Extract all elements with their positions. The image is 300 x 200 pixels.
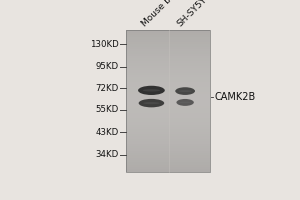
Bar [126,80,210,82]
Bar [126,144,210,146]
Bar [126,33,210,35]
Bar [126,108,210,110]
Bar [126,82,210,84]
Bar [126,127,210,129]
Text: CAMK2B: CAMK2B [214,92,256,102]
Text: 34KD: 34KD [96,150,119,159]
Ellipse shape [143,102,160,104]
Bar [126,165,210,167]
Bar [126,134,210,136]
Text: 95KD: 95KD [96,62,119,71]
Bar [126,89,210,92]
Bar [126,30,210,172]
Text: 130KD: 130KD [90,40,119,49]
Bar [126,99,210,101]
Bar [126,167,210,169]
Bar [126,136,210,139]
Bar [126,54,210,56]
Bar [126,113,210,115]
Bar [126,115,210,118]
Bar [126,73,210,75]
Bar [126,141,210,144]
Bar [126,153,210,155]
Bar [126,37,210,40]
Text: Mouse brain: Mouse brain [140,0,186,29]
Text: 43KD: 43KD [96,128,119,137]
Bar [126,118,210,120]
Bar [126,125,210,127]
Bar [126,51,210,54]
Bar [126,160,210,162]
Bar [126,169,210,172]
Bar [126,35,210,37]
Ellipse shape [138,86,165,95]
Bar [126,162,210,165]
Text: SH-SY5Y: SH-SY5Y [175,0,208,29]
Ellipse shape [179,90,192,92]
Bar [126,56,210,58]
Bar [126,132,210,134]
Bar [126,44,210,47]
Bar [126,106,210,108]
Bar [126,146,210,148]
Bar [126,120,210,122]
Bar [126,70,210,73]
Bar [126,61,210,63]
Ellipse shape [143,89,160,92]
Bar [126,42,210,44]
Text: 55KD: 55KD [96,105,119,114]
Bar [126,47,210,49]
Bar [126,75,210,77]
Ellipse shape [179,102,191,103]
Bar [126,30,210,33]
Bar [126,110,210,113]
Bar [126,155,210,158]
Bar [126,49,210,51]
Bar [126,148,210,151]
Bar [126,151,210,153]
Bar [126,101,210,103]
Bar [126,66,210,68]
Bar [126,94,210,96]
Bar [126,40,210,42]
Bar [126,84,210,87]
Bar [126,96,210,99]
Bar [126,92,210,94]
Bar [126,158,210,160]
Bar [126,68,210,70]
Ellipse shape [175,87,195,95]
Bar [126,87,210,89]
Bar [126,129,210,132]
Text: 72KD: 72KD [96,84,119,93]
Ellipse shape [139,99,164,107]
Bar [126,122,210,125]
Bar [126,139,210,141]
Ellipse shape [176,99,194,106]
Bar [126,103,210,106]
Bar [126,58,210,61]
Bar [126,63,210,66]
Bar [126,77,210,80]
